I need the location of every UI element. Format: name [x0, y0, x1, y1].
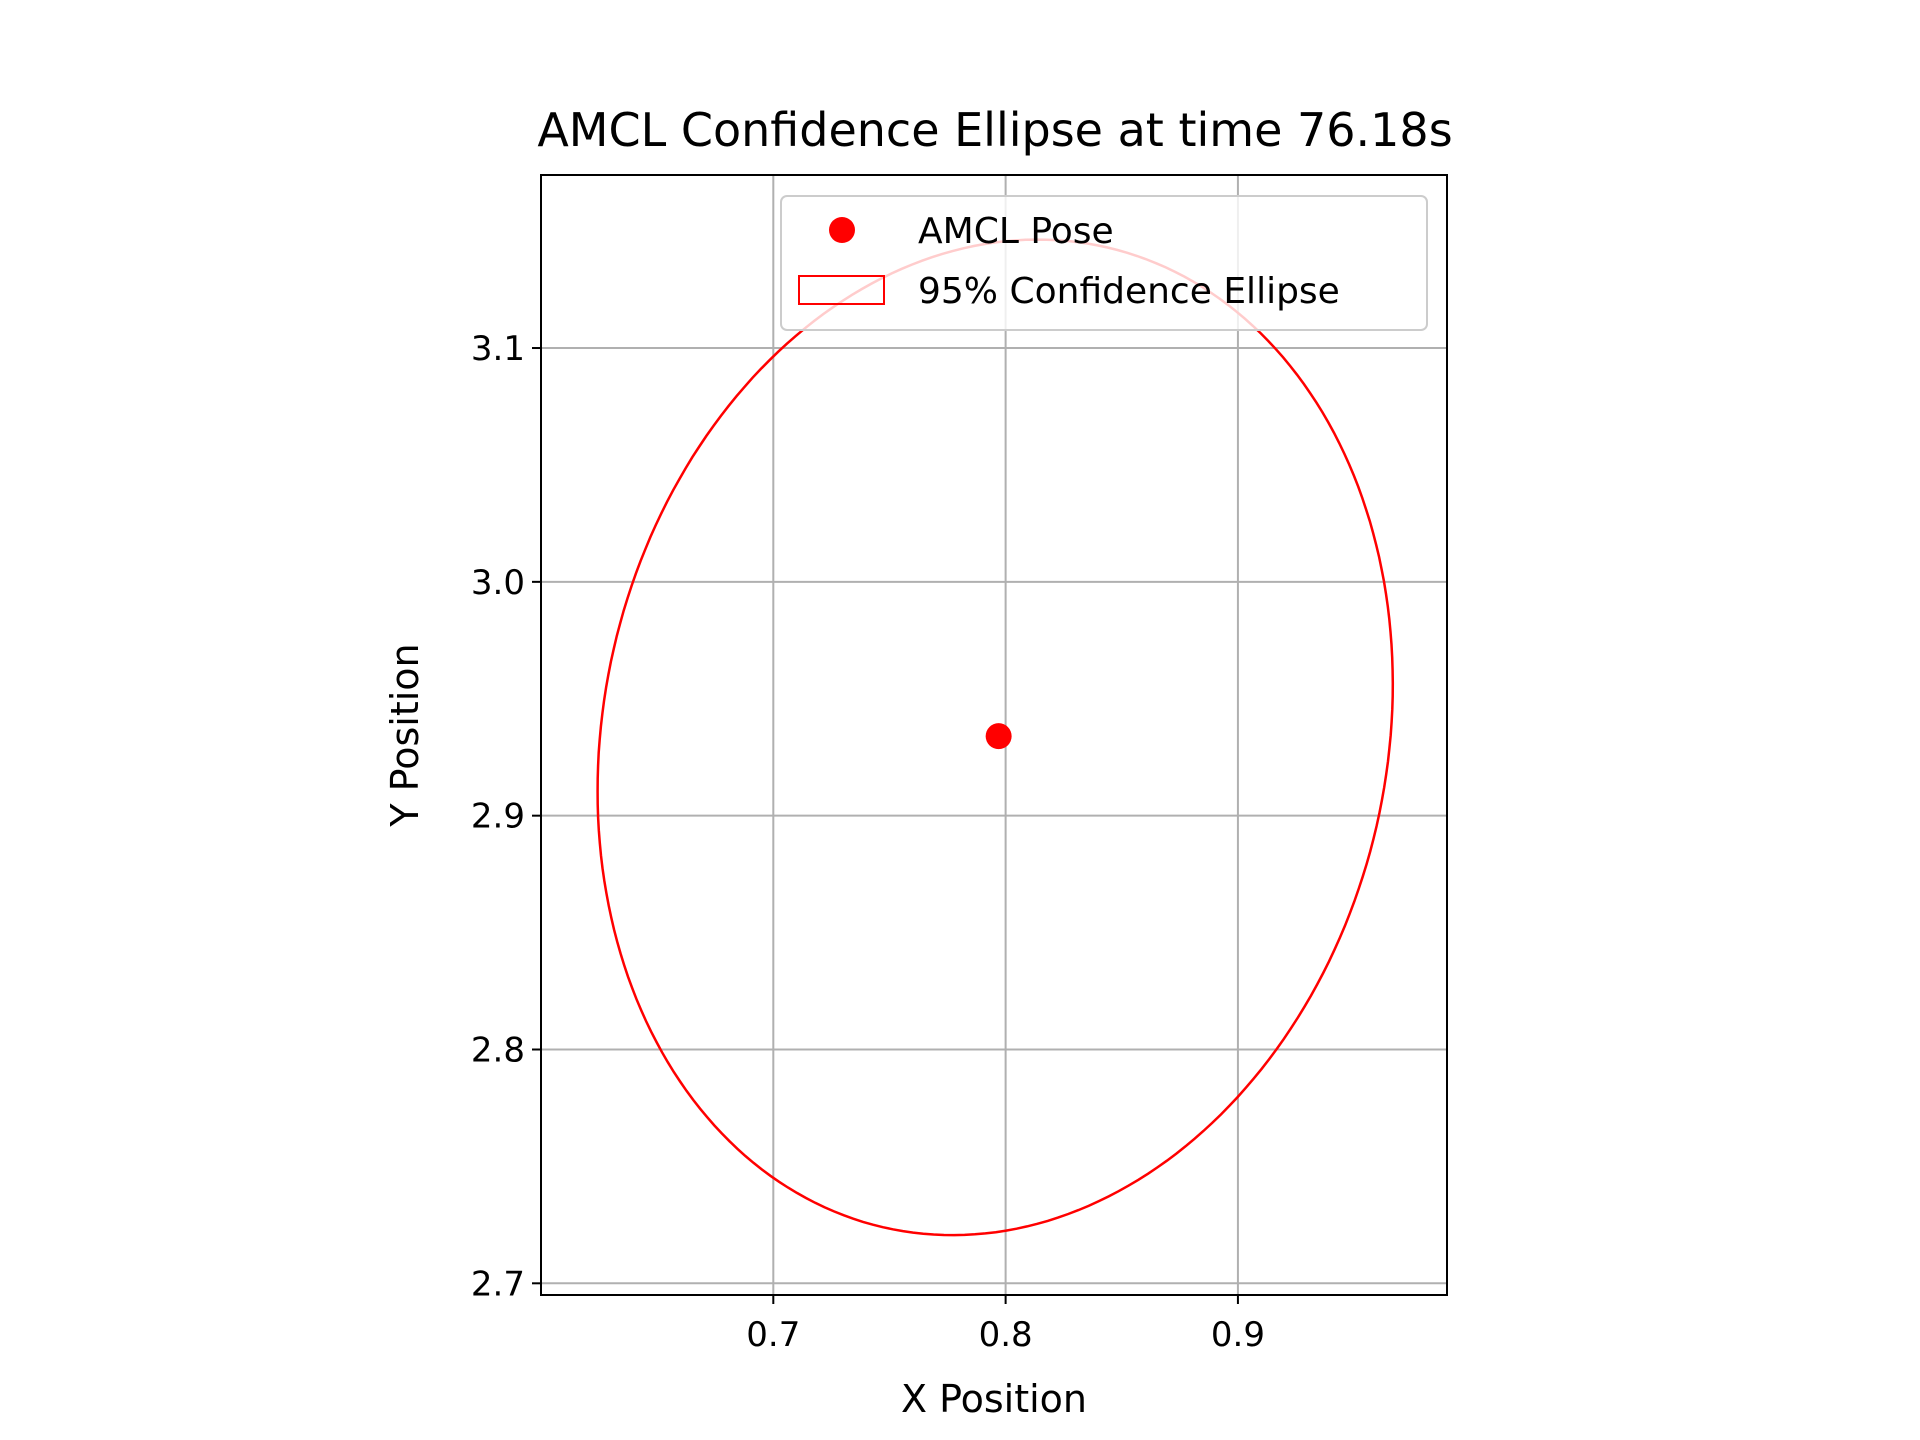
x-tick-label: 0.7 [746, 1315, 800, 1355]
y-tick-label: 2.8 [471, 1030, 525, 1070]
amcl-pose-point [985, 723, 1012, 750]
legend-label-ellipse: 95% Confidence Ellipse [918, 271, 1340, 312]
chart-title: AMCL Confidence Ellipse at time 76.18s [537, 103, 1452, 157]
y-axis-label: Y Position [383, 643, 427, 827]
y-tick-label: 2.9 [471, 797, 525, 837]
x-tick-label: 0.8 [979, 1315, 1033, 1355]
legend: AMCL Pose 95% Confidence Ellipse [780, 195, 1428, 331]
confidence-ellipse [596, 238, 1395, 1237]
legend-label-pose: AMCL Pose [918, 211, 1114, 252]
legend-marker-pose [829, 217, 855, 243]
y-tick-label: 3.1 [471, 329, 525, 369]
grid [541, 175, 1447, 1295]
plot-frame [540, 174, 1448, 1296]
y-tick-label: 3.0 [471, 563, 525, 603]
data-layer [596, 238, 1395, 1237]
y-tick-label: 2.7 [471, 1264, 525, 1304]
x-tick-label: 0.9 [1211, 1315, 1265, 1355]
plot-area: 0.7 0.8 0.9 2.7 2.8 2.9 3.0 3.1 [471, 174, 1448, 1355]
legend-marker-ellipse [798, 275, 885, 305]
legend-box [780, 195, 1428, 331]
axis-ticks: 0.7 0.8 0.9 2.7 2.8 2.9 3.0 3.1 [471, 329, 1265, 1355]
x-axis-label: X Position [901, 1377, 1087, 1421]
